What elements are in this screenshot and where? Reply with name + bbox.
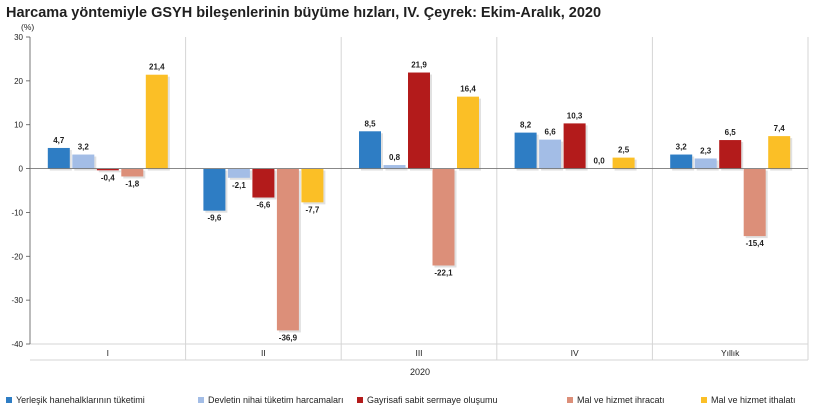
x-tick-label: I bbox=[107, 348, 109, 358]
y-tick-label: -40 bbox=[11, 340, 23, 349]
data-label: 3,2 bbox=[676, 143, 688, 152]
legend-swatch bbox=[701, 397, 707, 403]
data-label: -36,9 bbox=[279, 333, 298, 342]
bar bbox=[457, 96, 479, 169]
x-tick-label: Yıllık bbox=[721, 348, 740, 358]
data-label: 7,4 bbox=[774, 124, 786, 133]
y-tick-label: 20 bbox=[14, 77, 23, 86]
data-label: -1,8 bbox=[125, 179, 139, 188]
data-label: -2,1 bbox=[232, 181, 246, 190]
data-label: 8,5 bbox=[364, 119, 376, 128]
bar bbox=[743, 168, 766, 237]
bar bbox=[612, 157, 635, 169]
data-label: 21,9 bbox=[411, 61, 427, 70]
legend-label: Devletin nihai tüketim harcamaları bbox=[208, 395, 344, 405]
data-label: 2,3 bbox=[700, 146, 712, 155]
x-tick-label: IV bbox=[571, 348, 579, 358]
data-label: 8,2 bbox=[520, 121, 532, 130]
legend-swatch bbox=[6, 397, 12, 403]
bar bbox=[694, 158, 717, 169]
data-label: -7,7 bbox=[306, 205, 320, 214]
data-label: 6,5 bbox=[725, 128, 737, 137]
x-tick-label: II bbox=[261, 348, 266, 358]
data-labels: 4,7 -9,6 8,5 8,2 3,2 3,2 -2,1 0,8 6,6 2,3 -0,4 -6,6… bbox=[53, 61, 785, 343]
gridlines bbox=[30, 37, 809, 361]
legend-label: Mal ve hizmet ithalatı bbox=[711, 395, 796, 405]
bar bbox=[47, 147, 70, 169]
bar bbox=[203, 168, 226, 211]
bar bbox=[276, 168, 299, 331]
data-label: 0,0 bbox=[594, 157, 606, 166]
bar bbox=[408, 72, 430, 169]
bar bbox=[145, 74, 168, 169]
data-label: -0,4 bbox=[101, 173, 115, 182]
bar bbox=[563, 123, 586, 169]
legend-label: Mal ve hizmet ihracatı bbox=[577, 395, 665, 405]
bar bbox=[432, 168, 455, 266]
bar bbox=[72, 154, 95, 169]
data-label: -15,4 bbox=[746, 239, 765, 248]
chart-title: Harcama yöntemiyle GSYH bileşenlerinin b… bbox=[6, 5, 601, 21]
x-tick-label: III bbox=[415, 348, 422, 358]
data-label: 0,8 bbox=[389, 153, 401, 162]
bar bbox=[252, 168, 275, 198]
bar bbox=[301, 168, 324, 203]
y-tick-label: 30 bbox=[14, 33, 23, 42]
data-label: 2,5 bbox=[618, 146, 630, 155]
y-tick-label: -30 bbox=[11, 296, 23, 305]
bar bbox=[121, 168, 144, 177]
bar bbox=[768, 136, 791, 169]
bar bbox=[359, 131, 381, 169]
data-label: -22,1 bbox=[434, 268, 453, 277]
bar bbox=[227, 168, 250, 178]
bar bbox=[539, 139, 562, 169]
bar bbox=[514, 132, 537, 169]
bar bbox=[383, 165, 406, 169]
data-label: -6,6 bbox=[257, 201, 271, 210]
y-axis-unit-label: (%) bbox=[21, 22, 34, 32]
data-label: 16,4 bbox=[460, 85, 476, 94]
y-tick-label: 10 bbox=[14, 121, 23, 130]
data-label: 21,4 bbox=[149, 63, 165, 72]
x-axis-title: 2020 bbox=[410, 367, 430, 377]
legend-swatch bbox=[357, 397, 363, 403]
data-label: -9,6 bbox=[208, 214, 222, 223]
data-label: 4,7 bbox=[53, 136, 65, 145]
legend-swatch bbox=[198, 397, 204, 403]
bars bbox=[47, 72, 793, 333]
data-label: 3,2 bbox=[78, 143, 90, 152]
data-label: 10,3 bbox=[567, 111, 583, 120]
bar-shadow bbox=[98, 170, 121, 173]
legend-label: Gayrisafi sabit sermaye oluşumu bbox=[367, 395, 498, 405]
bar bbox=[719, 140, 742, 169]
y-tick-label: -10 bbox=[11, 208, 23, 217]
bar bbox=[96, 168, 119, 171]
legend-swatch bbox=[567, 397, 573, 403]
bar bbox=[670, 154, 693, 169]
data-label: 6,6 bbox=[545, 128, 557, 137]
legend: Yerleşik hanehalklarının tüketimi Devleti… bbox=[6, 395, 796, 405]
y-tick-label: -20 bbox=[11, 252, 23, 261]
y-tick-label: 0 bbox=[19, 165, 24, 174]
legend-label: Yerleşik hanehalklarının tüketimi bbox=[16, 395, 145, 405]
